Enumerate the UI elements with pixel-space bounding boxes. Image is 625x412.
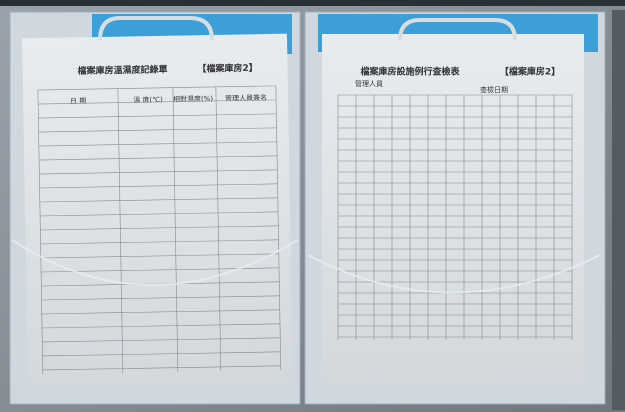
form-rule	[42, 323, 281, 329]
rack-edge	[612, 10, 625, 410]
paper-right: 檔案庫房設施例行查檢表 【檔案庫房2】 管理人員 查檢日期	[322, 34, 584, 384]
form-rule	[37, 85, 276, 91]
form-rule	[39, 197, 278, 203]
sheet	[21, 33, 294, 389]
form-rule	[38, 99, 277, 105]
form-rule	[38, 127, 277, 133]
col-header: 日 期	[70, 97, 86, 105]
form-rule	[39, 169, 278, 175]
manager-label: 管理人員	[355, 79, 383, 88]
form-room: 【檔案庫房2】	[197, 62, 257, 75]
form-rule	[172, 87, 179, 372]
form-rule	[38, 113, 277, 119]
clip-left	[98, 16, 214, 41]
form-room: 【檔案庫房2】	[500, 66, 560, 78]
clip-right	[398, 18, 517, 41]
form-rule	[39, 155, 278, 161]
date-label: 查檢日期	[480, 85, 508, 94]
form-rule	[41, 309, 280, 315]
form-rule	[42, 365, 281, 371]
form-rule	[37, 90, 44, 374]
form-rule	[42, 337, 281, 343]
col-header: 管理人員簽名	[225, 93, 267, 103]
form-rule	[40, 239, 279, 245]
form-rule	[40, 253, 279, 259]
plastic-left	[11, 239, 299, 286]
sheet	[322, 34, 584, 384]
paper-left: 檔案庫房溫濕度記錄單 【檔案庫房2】 日 期 溫 度(℃) 相對濕度(%) 管理…	[21, 33, 294, 389]
form-rule	[117, 88, 124, 373]
form-rule	[215, 86, 222, 371]
plastic-right	[307, 254, 601, 294]
form-rule	[40, 225, 279, 231]
form-rule	[41, 295, 280, 301]
form-rule	[39, 183, 278, 189]
form-rule	[40, 211, 279, 217]
col-header: 溫 度(℃)	[133, 95, 163, 105]
form-rule	[42, 351, 281, 357]
form-title: 檔案庫房設施例行查檢表	[360, 66, 460, 78]
form-rule	[275, 85, 282, 370]
form-rule	[38, 141, 277, 147]
col-header: 相對濕度(%)	[173, 94, 214, 104]
top-edge	[0, 0, 625, 6]
form-title: 檔案庫房溫濕度記錄單	[77, 63, 167, 77]
